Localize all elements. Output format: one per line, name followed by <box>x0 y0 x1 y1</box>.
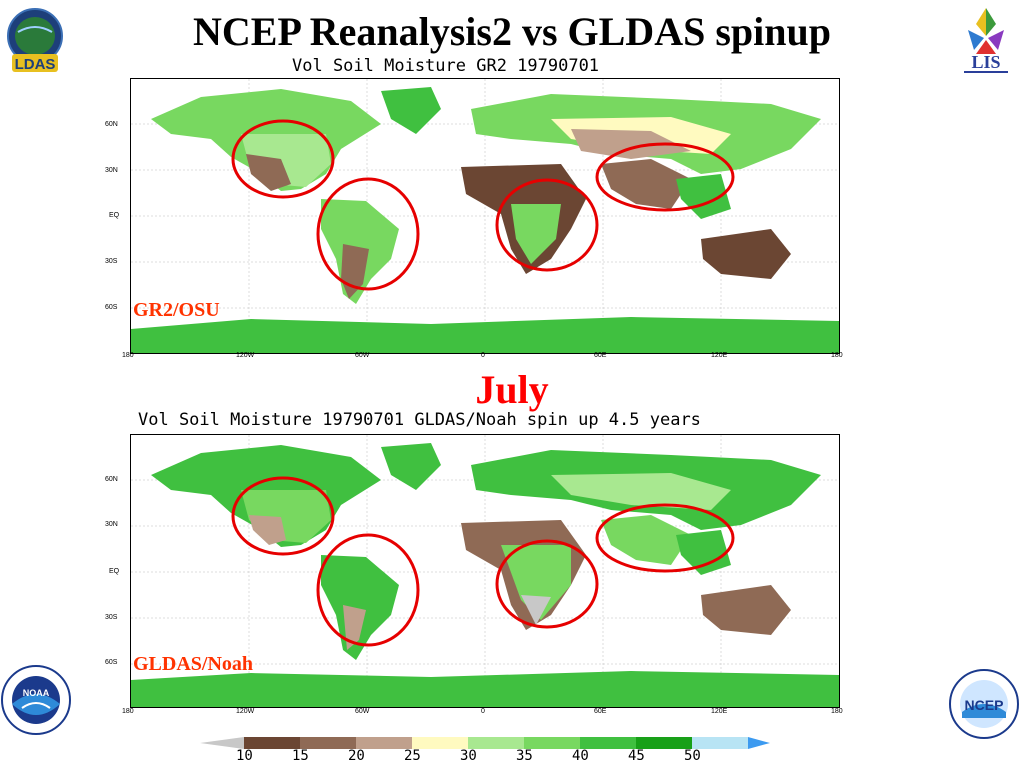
lis-logo: LIS <box>954 2 1018 78</box>
page-title: NCEP Reanalysis2 vs GLDAS spinup <box>193 9 831 54</box>
colorbar <box>200 736 770 754</box>
month-label: July <box>475 367 549 412</box>
map2-panel: GLDAS/Noah <box>130 434 840 708</box>
map2-lat-30s: 30S <box>105 614 118 621</box>
map1-lon-120w: 120W <box>236 352 255 359</box>
noaa-logo-text: NOAA <box>23 688 50 698</box>
map2-lon-60w: 60W <box>355 708 370 715</box>
map2-title: Vol Soil Moisture 19790701 GLDAS/Noah sp… <box>138 410 701 430</box>
map2-label: GLDAS/Noah <box>133 653 254 675</box>
colorbar-label-35: 35 <box>516 748 533 764</box>
colorbar-label-50: 50 <box>684 748 701 764</box>
colorbar-label-30: 30 <box>460 748 477 764</box>
map2-lat-60n: 60N <box>105 476 118 483</box>
map1-lat-60s: 60S <box>105 304 118 311</box>
map1-lon-180e: 180 <box>831 352 843 359</box>
map1-lon-120e: 120E <box>711 352 728 359</box>
ncep-logo-text: NCEP <box>965 697 1004 713</box>
ncep-logo: NCEP <box>946 668 1022 740</box>
noaa-logo: NOAA <box>0 664 72 736</box>
map2-world <box>131 435 839 707</box>
map1-lon-60e: 60E <box>594 352 607 359</box>
map2-lon-120w: 120W <box>236 708 255 715</box>
map1-lon-0: 0 <box>481 352 485 359</box>
map1-lat-60n: 60N <box>105 121 118 128</box>
colorbar-label-40: 40 <box>572 748 589 764</box>
map2-lon-60e: 60E <box>594 708 607 715</box>
map1-lon-60w: 60W <box>355 352 370 359</box>
map2-lon-0: 0 <box>481 708 485 715</box>
map2-lat-60s: 60S <box>105 659 118 666</box>
colorbar-label-45: 45 <box>628 748 645 764</box>
map1-title: Vol Soil Moisture GR2 19790701 <box>292 56 600 76</box>
map2-lat-eq: EQ <box>109 568 120 575</box>
colorbar-label-20: 20 <box>348 748 365 764</box>
map2-lon-120e: 120E <box>711 708 728 715</box>
map1-panel: GR2/OSU <box>130 78 840 354</box>
colorbar-label-10: 10 <box>236 748 253 764</box>
map2-lat-30n: 30N <box>105 521 118 528</box>
map1-lat-30s: 30S <box>105 258 118 265</box>
map1-lon-180w: 180 <box>122 352 134 359</box>
map1-lat-30n: 30N <box>105 167 118 174</box>
map1-label: GR2/OSU <box>133 299 220 321</box>
colorbar-label-15: 15 <box>292 748 309 764</box>
colorbar-label-25: 25 <box>404 748 421 764</box>
map2-lon-180w: 180 <box>122 708 134 715</box>
map1-lat-eq: EQ <box>109 212 120 219</box>
ldas-logo-text: LDAS <box>15 56 56 73</box>
ldas-logo: LDAS <box>4 2 66 76</box>
lis-logo-text: LIS <box>971 52 1000 72</box>
map1-world <box>131 79 839 353</box>
map2-lon-180e: 180 <box>831 708 843 715</box>
